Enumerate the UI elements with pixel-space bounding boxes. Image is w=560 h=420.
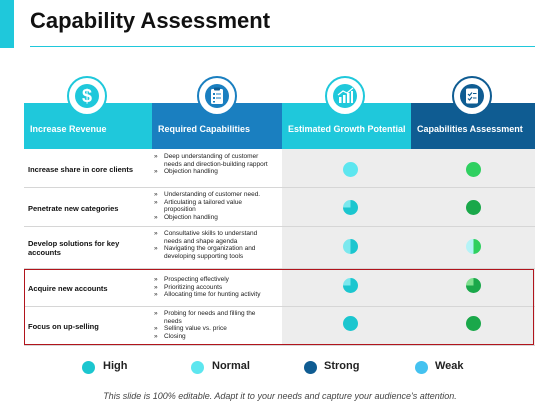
legend-dot-strong — [304, 361, 317, 374]
capability-item: Objection handling — [154, 214, 274, 222]
capability-item: Closing — [154, 333, 274, 341]
legend-dot-weak — [415, 361, 428, 374]
capability-item: Selling value vs. price — [154, 325, 274, 333]
row-divider — [24, 345, 535, 346]
capability-item: Understanding of customer need. — [154, 191, 274, 199]
title-divider — [30, 46, 535, 47]
growth-indicator — [343, 162, 358, 177]
assessment-indicator — [466, 316, 481, 331]
header-label: Capabilities Assessment — [417, 124, 523, 134]
title-accent-bar — [0, 0, 14, 48]
dollar-icon: $ — [67, 76, 107, 116]
row-divider — [24, 268, 535, 269]
assessment-indicator — [466, 239, 481, 254]
capability-item: Probing for needs and filling the needs — [154, 310, 274, 325]
capabilities-list: Consultative skills to understand needs … — [154, 230, 274, 260]
capability-item: Prospecting effectively — [154, 276, 274, 284]
growth-indicator — [343, 278, 358, 293]
legend-label: High — [103, 360, 128, 372]
assessment-indicator — [466, 162, 481, 177]
legend-label: Weak — [435, 360, 464, 372]
capabilities-list: Deep understanding of customer needs and… — [154, 153, 274, 176]
assessment-indicator — [466, 278, 481, 293]
row-divider — [24, 306, 535, 307]
legend-dot-high — [82, 361, 95, 374]
capability-item: Articulating a tailored value propositio… — [154, 199, 274, 214]
growth-indicator — [343, 316, 358, 331]
capability-item: Allocating time for hunting activity — [154, 291, 274, 299]
capability-item: Navigating the organization and developi… — [154, 245, 274, 260]
highlight-box — [24, 269, 534, 345]
svg-text:$: $ — [82, 86, 92, 106]
capabilities-list: Prospecting effectively Prioritizing acc… — [154, 276, 274, 299]
header-label: Increase Revenue — [30, 124, 107, 134]
header-label: Required Capabilities — [158, 124, 251, 134]
capability-item: Objection handling — [154, 168, 274, 176]
header-required-capabilities: Required Capabilities — [152, 103, 282, 149]
row-label: Increase share in core clients — [28, 165, 134, 174]
growth-indicator — [343, 239, 358, 254]
checklist-icon — [452, 76, 492, 116]
row-label: Develop solutions for key accounts — [28, 239, 120, 257]
header-capabilities-assessment: Capabilities Assessment — [411, 103, 535, 149]
capability-item: Consultative skills to understand needs … — [154, 230, 274, 245]
header-label: Estimated Growth Potential — [288, 124, 406, 134]
capability-item: Prioritizing accounts — [154, 284, 274, 292]
row-label: Acquire new accounts — [28, 284, 108, 293]
row-divider — [24, 226, 535, 227]
legend-label: Normal — [212, 360, 250, 372]
legend-label: Strong — [324, 360, 360, 372]
growth-indicator — [343, 200, 358, 215]
capability-item: Deep understanding of customer needs and… — [154, 153, 274, 168]
clipboard-icon — [197, 76, 237, 116]
row-label: Penetrate new categories — [28, 204, 119, 213]
page-title: Capability Assessment — [30, 8, 271, 33]
assessment-indicator — [466, 200, 481, 215]
capabilities-list: Probing for needs and filling the needs … — [154, 310, 274, 340]
footer-note: This slide is 100% editable. Adapt it to… — [103, 391, 457, 401]
row-divider — [24, 187, 535, 188]
row-label: Focus on up-selling — [28, 322, 99, 331]
bar-chart-icon — [325, 76, 365, 116]
capabilities-list: Understanding of customer need. Articula… — [154, 191, 274, 221]
legend-dot-normal — [191, 361, 204, 374]
